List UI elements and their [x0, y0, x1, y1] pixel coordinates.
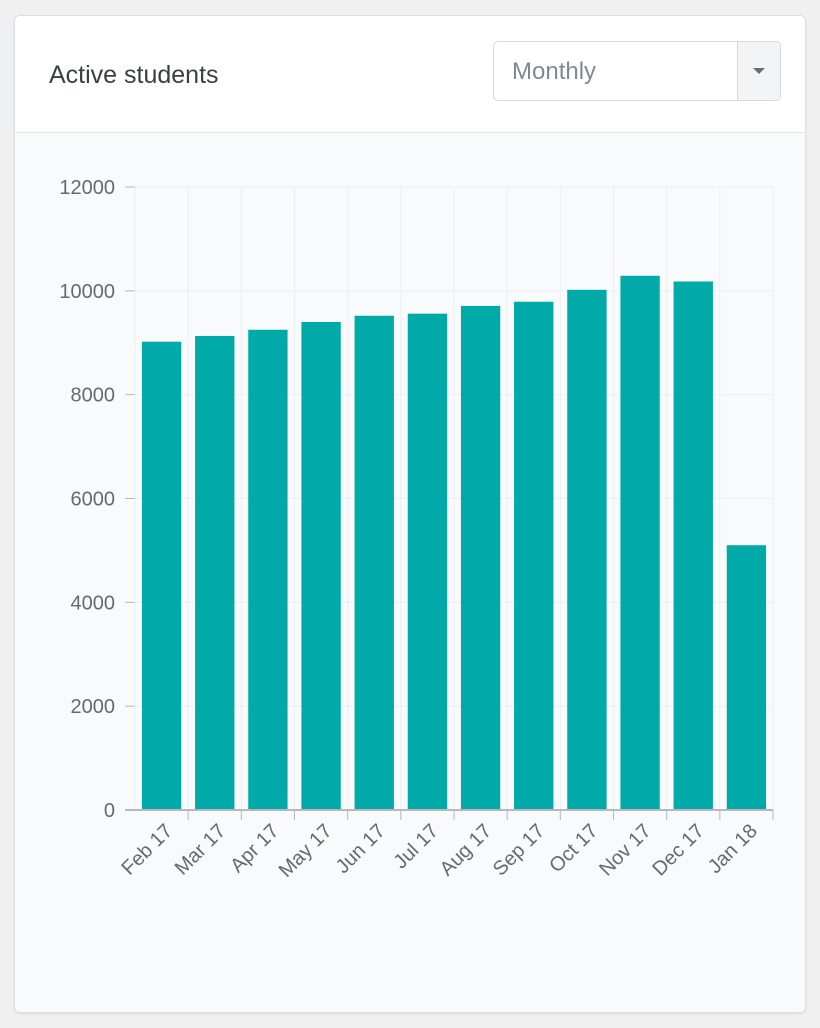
- chart-bars: [141, 275, 767, 811]
- x-tick-label: Nov 17: [595, 820, 655, 880]
- x-tick-label: Sep 17: [489, 820, 549, 880]
- x-tick-label: Dec 17: [648, 820, 708, 880]
- x-tick-label: Apr 17: [226, 820, 283, 877]
- card-header: Active students Monthly: [15, 16, 805, 133]
- bar-may-17[interactable]: [301, 321, 341, 810]
- bar-jun-17[interactable]: [354, 315, 394, 810]
- y-tick-label: 4000: [71, 592, 116, 614]
- x-tick-label: Mar 17: [171, 820, 231, 880]
- chevron-down-icon: [753, 68, 765, 74]
- bar-feb-17[interactable]: [141, 341, 182, 810]
- x-tick-label: May 17: [275, 820, 337, 882]
- bar-jul-17[interactable]: [407, 313, 448, 810]
- x-tick-label: Oct 17: [545, 820, 602, 877]
- bar-oct-17[interactable]: [567, 289, 607, 810]
- x-tick-label: Jan 18: [704, 820, 762, 878]
- y-tick-label: 2000: [71, 696, 116, 718]
- y-tick-label: 10000: [59, 281, 115, 303]
- active-students-card: Active students Monthly 0 2000 4000 6000 800…: [14, 15, 806, 1013]
- bar-apr-17[interactable]: [248, 329, 288, 810]
- x-tick-label: Aug 17: [436, 820, 496, 880]
- bar-aug-17[interactable]: [460, 305, 501, 810]
- bar-mar-17[interactable]: [195, 336, 235, 810]
- bar-dec-17[interactable]: [673, 281, 713, 810]
- bar-sep-17[interactable]: [514, 301, 554, 810]
- period-select[interactable]: Monthly: [493, 41, 781, 101]
- bar-nov-17[interactable]: [620, 275, 660, 811]
- period-select-value: Monthly: [512, 58, 597, 85]
- x-tick-label: Jun 17: [332, 820, 390, 878]
- period-select-toggle[interactable]: [737, 42, 780, 100]
- card-title: Active students: [49, 61, 219, 89]
- y-axis-ticks: 0 2000 4000 6000 8000 10000 12000: [59, 177, 135, 822]
- y-tick-label: 8000: [71, 385, 116, 407]
- bar-jan-18[interactable]: [726, 545, 767, 810]
- y-tick-label: 0: [104, 800, 115, 822]
- chart-area: 0 2000 4000 6000 8000 10000 12000 Feb 17 Mar 17…: [15, 133, 805, 1012]
- y-tick-label: 6000: [71, 489, 116, 511]
- y-tick-label: 12000: [59, 177, 115, 199]
- chart-grid: [134, 186, 774, 810]
- x-tick-label: Feb 17: [118, 820, 178, 880]
